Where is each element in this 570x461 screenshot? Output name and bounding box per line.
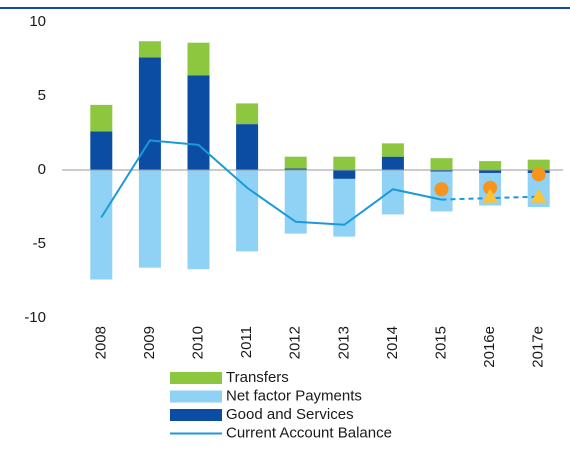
bar-segment (430, 158, 453, 170)
x-tick-label: 2008 (92, 326, 109, 359)
x-tick-label: 2015 (432, 326, 449, 359)
bar-segment (333, 156, 356, 170)
x-tick-label: 2010 (189, 326, 206, 359)
bar-segment (187, 170, 210, 270)
legend-label: Current Account Balance (226, 424, 392, 441)
marker-circle (434, 182, 449, 197)
legend-swatch (170, 409, 222, 421)
legend-swatch (170, 390, 222, 403)
x-tick-label: 2014 (384, 326, 401, 359)
marker-triangle (530, 188, 547, 203)
y-tick-label: 5 (38, 87, 46, 104)
x-tick-label: 2016e (481, 326, 498, 368)
legend-label: Transfers (226, 369, 289, 386)
bar-segment (479, 161, 502, 170)
bar-segment (138, 41, 161, 58)
bar-segment (333, 170, 356, 179)
bar-segment (90, 104, 113, 132)
bar-segment (187, 42, 210, 76)
y-tick-label: 0 (38, 161, 46, 178)
bar-segment (430, 170, 453, 172)
bar-segment (138, 170, 161, 268)
y-tick-label: -10 (24, 309, 46, 326)
y-tick-label: 10 (29, 13, 46, 30)
bar-segment (381, 156, 404, 170)
bar-segment (284, 156, 307, 169)
bar-segment (333, 178, 356, 237)
bar-segment (284, 170, 307, 234)
marker-triangle (482, 188, 499, 203)
legend-swatch (170, 372, 222, 384)
bar-segment (236, 170, 259, 252)
x-tick-label: 2009 (141, 326, 158, 359)
marker-circle (483, 180, 498, 195)
bar-segment (527, 159, 550, 170)
legend-label: Net factor Payments (226, 387, 362, 404)
line (100, 139, 442, 226)
marker-circle (531, 167, 546, 182)
x-tick-label: 2012 (287, 326, 304, 359)
bar-segment (236, 124, 259, 170)
bar-segment (381, 170, 404, 215)
bar-segment (90, 170, 113, 280)
bar-segment (381, 143, 404, 157)
bar-segment (479, 170, 502, 173)
bar-segment (236, 103, 259, 125)
bar-segment (284, 168, 307, 170)
bar-segment (187, 75, 210, 170)
bar-segment (90, 131, 113, 170)
y-tick-label: -5 (33, 235, 46, 252)
x-tick-label: 2011 (238, 326, 255, 358)
x-tick-label: 2017e (530, 326, 547, 368)
x-tick-label: 2013 (335, 326, 352, 359)
legend-label: Good and Services (226, 406, 354, 423)
